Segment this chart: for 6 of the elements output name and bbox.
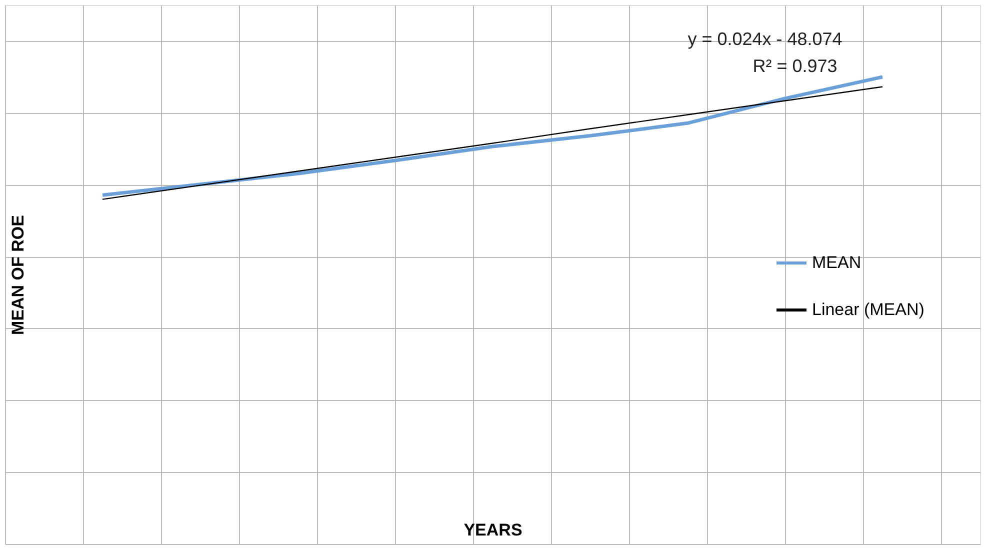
- legend-label: Linear (MEAN): [812, 300, 924, 320]
- text: R² = 0.973: [752, 56, 838, 76]
- legend-label: MEAN: [812, 253, 862, 272]
- y-axis-title: MEAN OF ROE: [8, 215, 28, 335]
- x-axis-title: YEARS: [464, 520, 522, 540]
- text: y = 0.024x - 48.074: [688, 29, 842, 49]
